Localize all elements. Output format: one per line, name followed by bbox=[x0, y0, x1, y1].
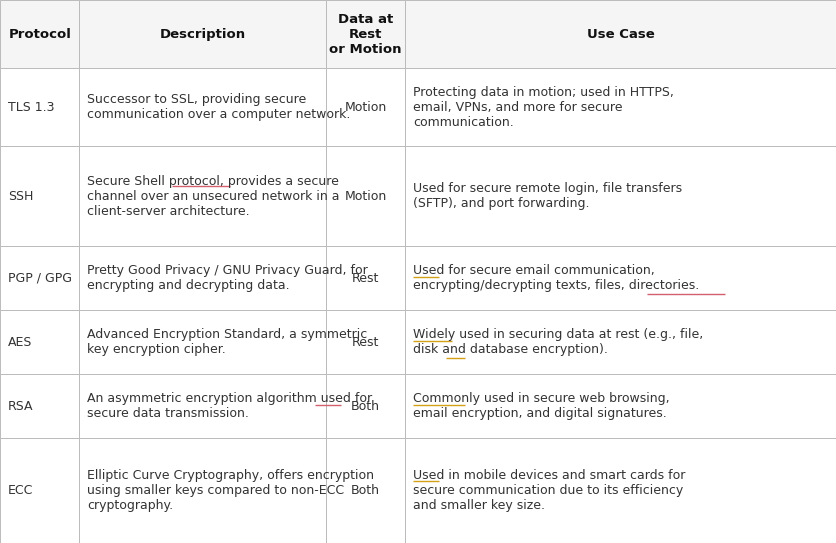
Text: Widely used in securing data at rest (e.g., file,
disk and database encryption).: Widely used in securing data at rest (e.… bbox=[414, 328, 704, 356]
Text: TLS 1.3: TLS 1.3 bbox=[8, 101, 54, 113]
Text: PGP / GPG: PGP / GPG bbox=[8, 272, 72, 285]
Text: Commonly used in secure web browsing,
email encryption, and digital signatures.: Commonly used in secure web browsing, em… bbox=[414, 392, 670, 420]
Bar bbox=[405, 68, 836, 146]
Bar bbox=[326, 310, 405, 374]
Bar bbox=[405, 247, 836, 310]
Bar bbox=[326, 438, 405, 543]
Bar bbox=[405, 146, 836, 247]
Bar bbox=[79, 374, 326, 438]
Text: Protecting data in motion; used in HTTPS,
email, VPNs, and more for secure
commu: Protecting data in motion; used in HTTPS… bbox=[414, 86, 675, 129]
Text: Rest: Rest bbox=[352, 336, 380, 349]
Text: Motion: Motion bbox=[344, 101, 387, 113]
Text: Data at
Rest
or Motion: Data at Rest or Motion bbox=[329, 12, 402, 56]
Bar bbox=[79, 310, 326, 374]
Text: RSA: RSA bbox=[8, 400, 33, 413]
Bar bbox=[405, 310, 836, 374]
Text: Used in mobile devices and smart cards for
secure communication due to its effic: Used in mobile devices and smart cards f… bbox=[414, 469, 686, 512]
Bar bbox=[0, 146, 79, 247]
Text: Elliptic Curve Cryptography, offers encryption
using smaller keys compared to no: Elliptic Curve Cryptography, offers encr… bbox=[88, 469, 375, 512]
Text: An asymmetric encryption algorithm used for
secure data transmission.: An asymmetric encryption algorithm used … bbox=[88, 392, 373, 420]
Bar bbox=[0, 310, 79, 374]
Bar bbox=[405, 0, 836, 68]
Text: Use Case: Use Case bbox=[587, 28, 655, 41]
Text: Pretty Good Privacy / GNU Privacy Guard, for
encrypting and decrypting data.: Pretty Good Privacy / GNU Privacy Guard,… bbox=[88, 264, 368, 292]
Text: ECC: ECC bbox=[8, 484, 33, 497]
Bar bbox=[0, 374, 79, 438]
Text: Both: Both bbox=[351, 400, 380, 413]
Bar bbox=[326, 374, 405, 438]
Text: SSH: SSH bbox=[8, 190, 33, 203]
Bar bbox=[326, 0, 405, 68]
Bar bbox=[0, 0, 79, 68]
Bar bbox=[405, 374, 836, 438]
Text: AES: AES bbox=[8, 336, 33, 349]
Text: Description: Description bbox=[160, 28, 246, 41]
Bar bbox=[79, 247, 326, 310]
Bar bbox=[79, 146, 326, 247]
Text: Motion: Motion bbox=[344, 190, 387, 203]
Bar bbox=[326, 68, 405, 146]
Bar bbox=[0, 68, 79, 146]
Text: Protocol: Protocol bbox=[8, 28, 71, 41]
Text: Rest: Rest bbox=[352, 272, 380, 285]
Bar bbox=[326, 247, 405, 310]
Bar bbox=[326, 146, 405, 247]
Bar bbox=[0, 247, 79, 310]
Text: Used for secure remote login, file transfers
(SFTP), and port forwarding.: Used for secure remote login, file trans… bbox=[414, 182, 682, 210]
Bar bbox=[405, 438, 836, 543]
Bar bbox=[0, 438, 79, 543]
Text: Advanced Encryption Standard, a symmetric
key encryption cipher.: Advanced Encryption Standard, a symmetri… bbox=[88, 328, 368, 356]
Bar bbox=[79, 68, 326, 146]
Bar bbox=[79, 0, 326, 68]
Text: Secure Shell protocol, provides a secure
channel over an unsecured network in a
: Secure Shell protocol, provides a secure… bbox=[88, 175, 340, 218]
Text: Successor to SSL, providing secure
communication over a computer network.: Successor to SSL, providing secure commu… bbox=[88, 93, 351, 121]
Text: Both: Both bbox=[351, 484, 380, 497]
Text: Used for secure email communication,
encrypting/decrypting texts, files, directo: Used for secure email communication, enc… bbox=[414, 264, 700, 292]
Bar bbox=[79, 438, 326, 543]
